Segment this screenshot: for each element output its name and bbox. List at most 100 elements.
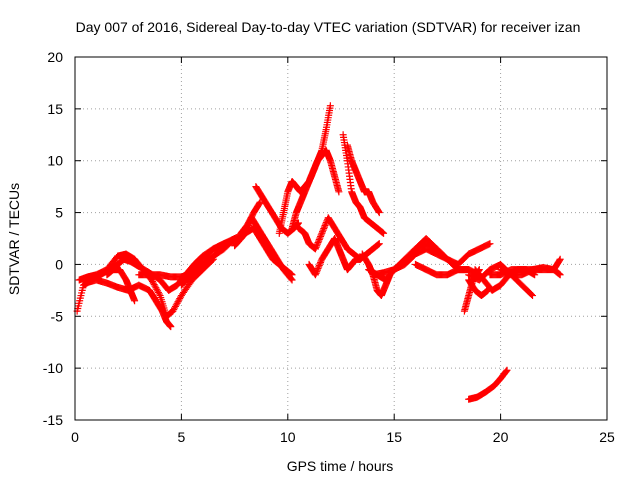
series-arc-3 (82, 276, 175, 331)
data-point (529, 292, 537, 300)
x-tick-label: 15 (386, 429, 402, 445)
y-tick-label: -15 (43, 412, 63, 428)
data-marks (73, 102, 564, 403)
data-point (131, 297, 139, 305)
data-point (313, 266, 321, 274)
x-tick-label: 10 (280, 429, 296, 445)
data-point (315, 236, 323, 244)
data-point (174, 298, 182, 306)
plot-frame (74, 56, 608, 421)
data-point (527, 291, 535, 299)
data-point (171, 304, 179, 312)
series-arc-24 (465, 276, 492, 300)
data-point (380, 229, 388, 237)
x-tick-label: 25 (599, 429, 615, 445)
data-point (313, 268, 321, 276)
x-tick-label: 5 (178, 429, 186, 445)
y-tick-label: 0 (55, 256, 63, 272)
data-point (320, 223, 328, 231)
data-point (171, 302, 179, 310)
data-point (152, 284, 160, 292)
data-point (315, 263, 323, 271)
y-tick-label: 5 (55, 205, 63, 221)
series-arc-26 (497, 255, 564, 279)
series-arc-11 (288, 146, 343, 232)
data-point (288, 276, 296, 284)
series-arc-20 (411, 260, 473, 279)
x-tick-label: 20 (493, 429, 509, 445)
data-point (150, 281, 158, 289)
data-point (556, 271, 564, 279)
x-axis-ticks: 0 5 10 15 20 25 (71, 57, 615, 445)
data-point (155, 290, 163, 298)
data-point (556, 255, 564, 263)
data-point (154, 288, 162, 296)
data-point (175, 296, 183, 304)
y-tick-label: -5 (51, 308, 64, 324)
series-arc-14 (339, 131, 388, 237)
data-point (502, 368, 510, 376)
data-point (170, 306, 178, 314)
data-point (375, 209, 383, 217)
data-point (316, 234, 324, 242)
x-tick-label: 0 (71, 429, 79, 445)
data-point (148, 278, 156, 286)
data-point (173, 299, 181, 307)
data-point (335, 188, 343, 196)
data-point (375, 240, 383, 248)
data-point (172, 301, 180, 309)
data-point (318, 228, 326, 236)
data-point (316, 260, 324, 268)
data-point (313, 242, 321, 250)
data-point (176, 295, 184, 303)
y-tick-label: 20 (47, 49, 63, 65)
data-point (149, 279, 157, 287)
data-point (153, 285, 161, 293)
data-point (311, 245, 319, 253)
y-axis-label: SDTVAR / TECUs (6, 183, 22, 295)
data-point (317, 232, 325, 240)
series-arc-13 (305, 235, 364, 279)
series-arc-15 (343, 141, 383, 217)
series-arc-4 (103, 266, 139, 305)
y-tick-label: 10 (47, 153, 63, 169)
series-arc-2 (75, 250, 217, 320)
data-point (320, 225, 328, 233)
data-point (318, 229, 326, 237)
data-point (317, 258, 325, 266)
data-point (319, 226, 327, 234)
data-point (255, 199, 263, 207)
x-axis-label: GPS time / hours (287, 458, 394, 474)
data-point (169, 307, 177, 315)
data-point (287, 275, 295, 283)
data-point (151, 282, 159, 290)
series-arc-10 (275, 102, 334, 237)
data-point (313, 240, 321, 248)
data-point (502, 367, 510, 375)
data-point (321, 222, 329, 230)
y-axis-ticks: -15 -10 -5 0 5 10 15 20 (43, 49, 607, 428)
y-tick-label: 15 (47, 101, 63, 117)
data-point (317, 231, 325, 239)
y-tick-label: -10 (43, 360, 63, 376)
data-point (315, 237, 323, 245)
series-arc-27 (465, 366, 511, 403)
data-point (314, 265, 322, 273)
data-point (167, 323, 175, 331)
data-point (154, 287, 162, 295)
data-point (503, 366, 511, 374)
data-point (311, 271, 319, 279)
data-point (315, 261, 323, 269)
series-arc-8 (237, 198, 264, 237)
data-point (326, 102, 334, 110)
data-point (556, 256, 564, 264)
data-point (312, 269, 320, 277)
series-arc-19 (390, 240, 483, 279)
data-point (484, 286, 492, 294)
chart-title: Day 007 of 2016, Sidereal Day-to-day VTE… (76, 19, 581, 35)
data-point (375, 208, 383, 216)
data-point (314, 239, 322, 247)
data-point (322, 220, 330, 228)
data-point (486, 240, 494, 248)
